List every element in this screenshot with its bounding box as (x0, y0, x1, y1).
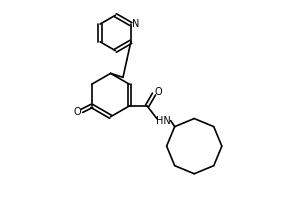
Text: HN: HN (157, 116, 171, 126)
Text: N: N (132, 19, 140, 29)
Text: O: O (73, 107, 81, 117)
Text: O: O (154, 87, 162, 97)
